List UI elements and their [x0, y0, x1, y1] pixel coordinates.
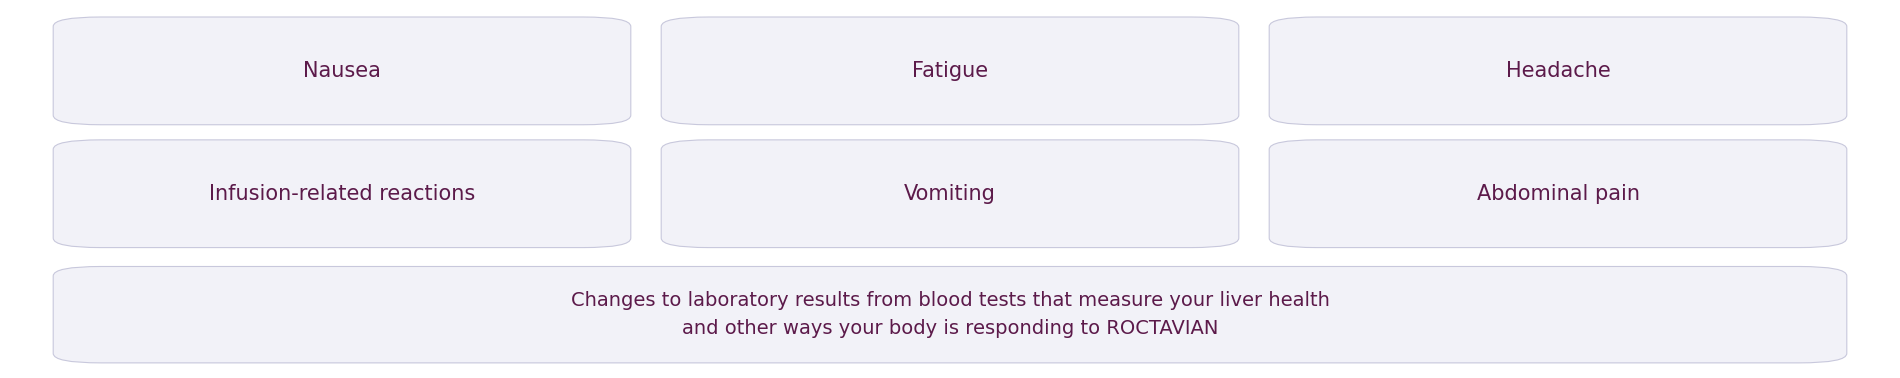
Text: Nausea: Nausea	[304, 61, 380, 81]
FancyBboxPatch shape	[53, 140, 631, 248]
FancyBboxPatch shape	[53, 266, 1847, 363]
Text: Vomiting: Vomiting	[904, 184, 996, 204]
FancyBboxPatch shape	[661, 140, 1239, 248]
Text: Headache: Headache	[1505, 61, 1611, 81]
Text: Abdominal pain: Abdominal pain	[1476, 184, 1640, 204]
Text: Infusion-related reactions: Infusion-related reactions	[209, 184, 475, 204]
Text: Fatigue: Fatigue	[912, 61, 988, 81]
FancyBboxPatch shape	[1269, 17, 1847, 125]
FancyBboxPatch shape	[661, 17, 1239, 125]
FancyBboxPatch shape	[1269, 140, 1847, 248]
FancyBboxPatch shape	[53, 17, 631, 125]
Text: Changes to laboratory results from blood tests that measure your liver health
an: Changes to laboratory results from blood…	[570, 291, 1330, 338]
